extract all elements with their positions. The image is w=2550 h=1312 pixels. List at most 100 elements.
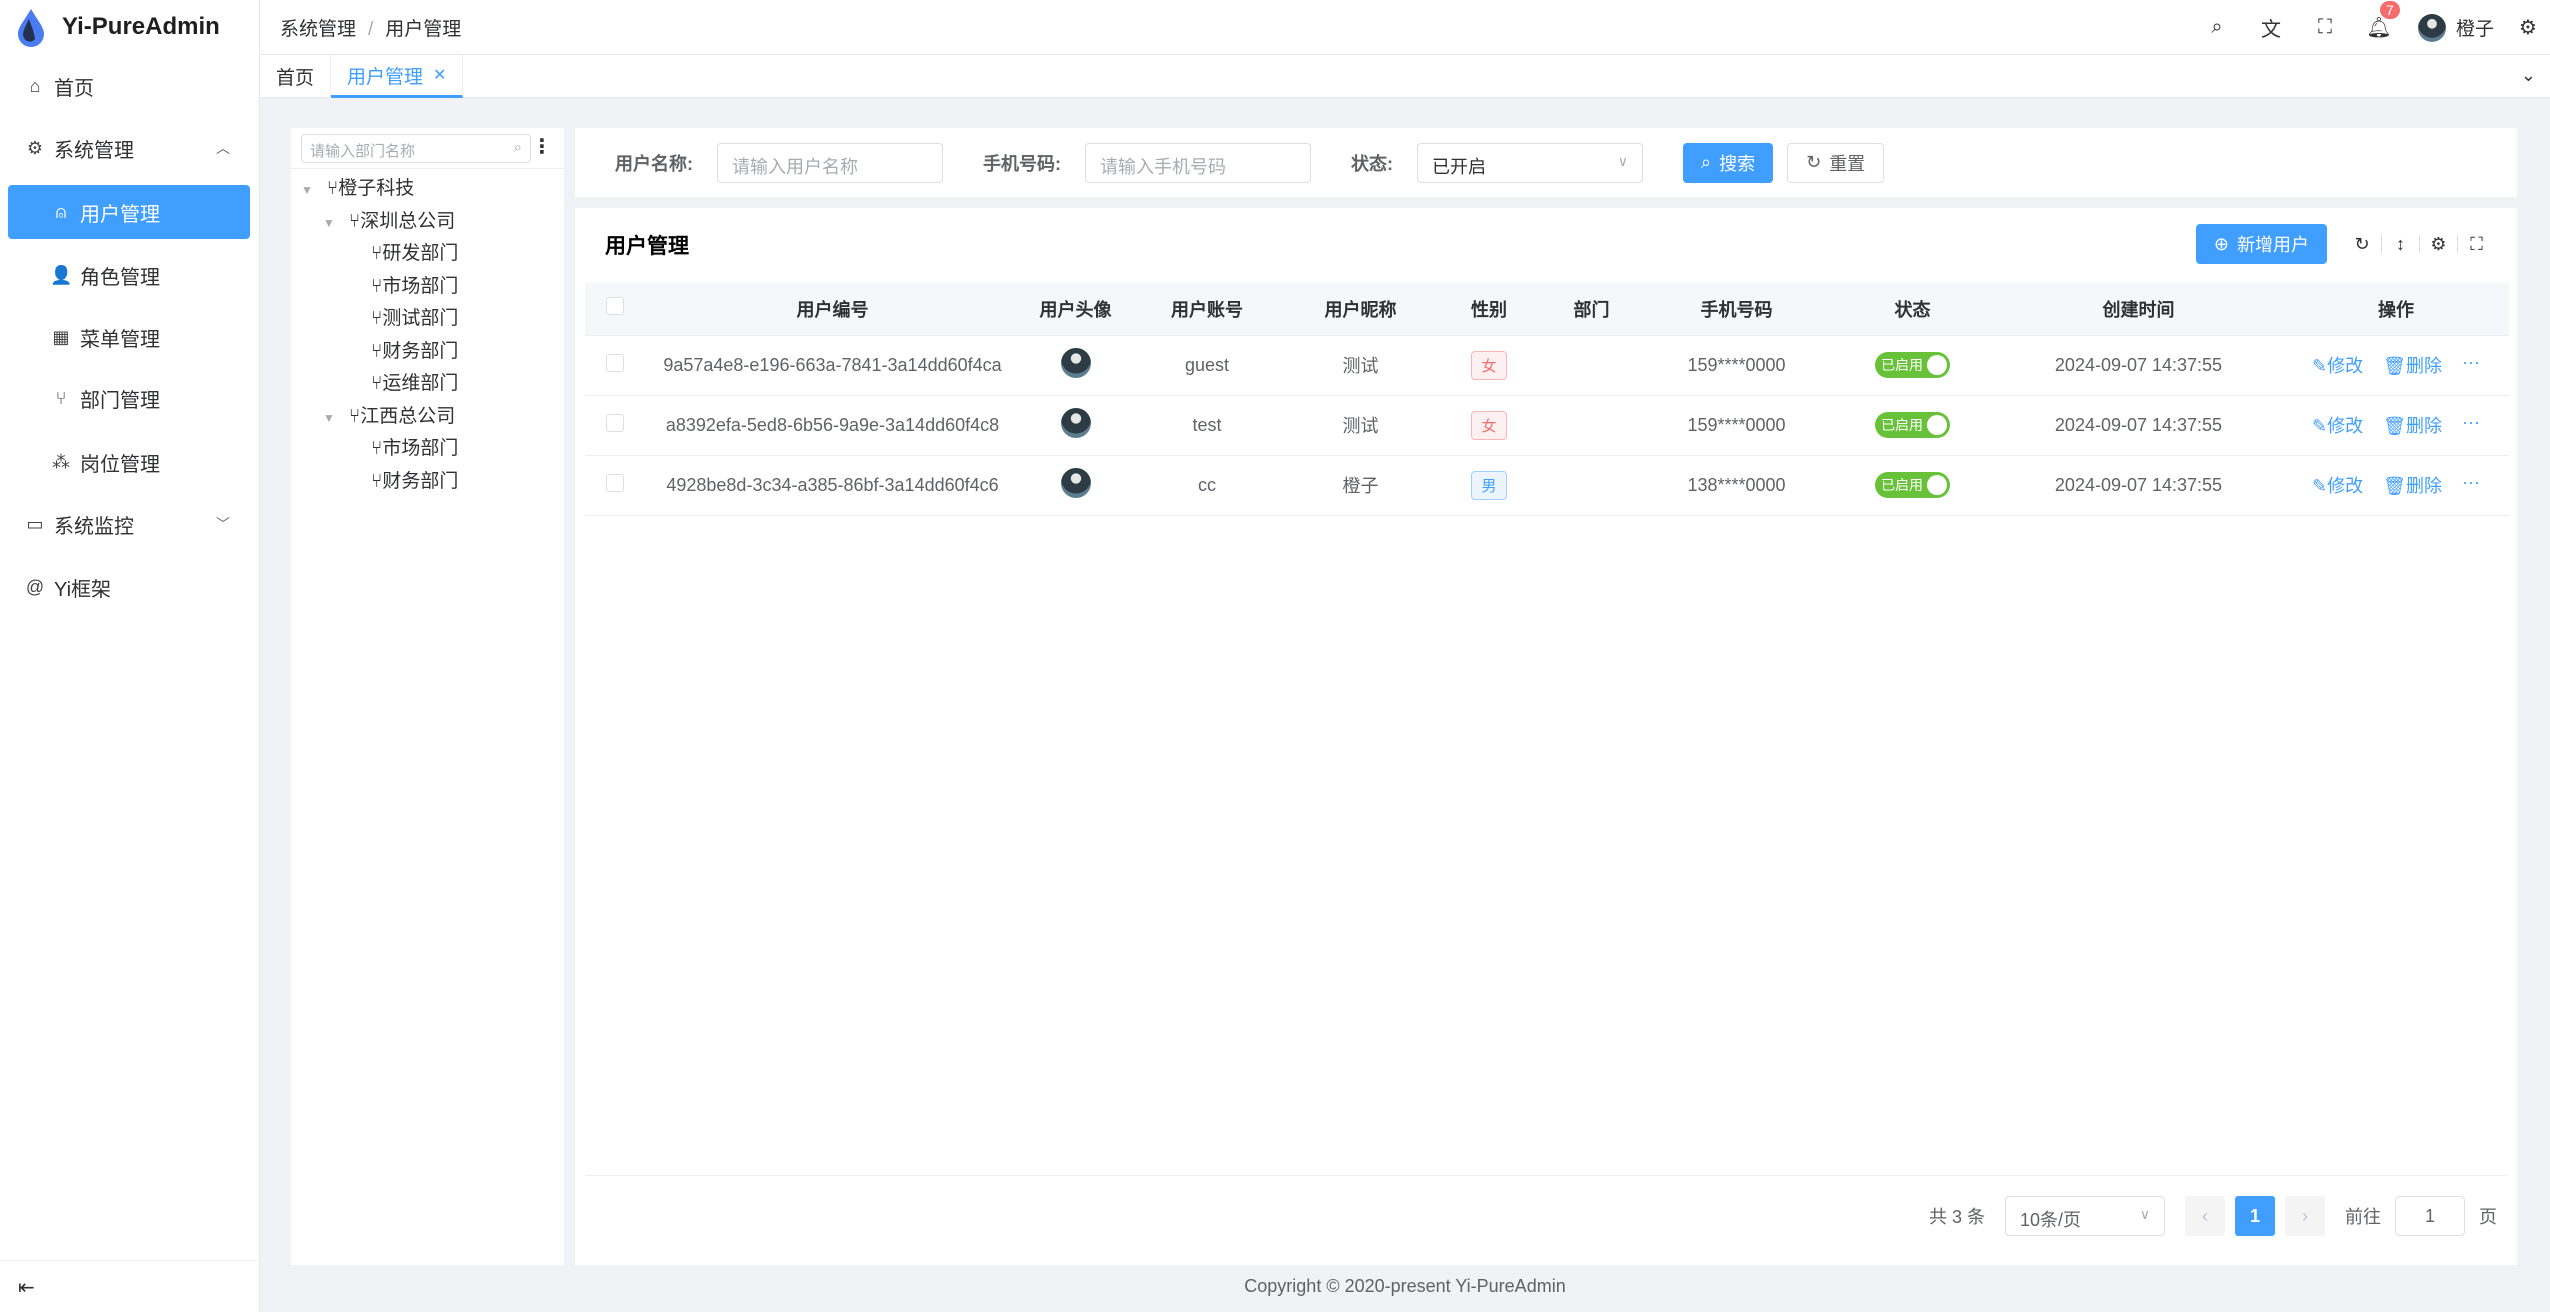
tree-node[interactable]: ⑂研发部门 bbox=[371, 243, 459, 264]
select-all-checkbox[interactable] bbox=[585, 283, 644, 336]
goto-page-input[interactable]: 1 bbox=[2395, 1196, 2465, 1236]
tree-node[interactable]: ⑂财务部门 bbox=[371, 341, 459, 362]
collapse-sidebar-button[interactable]: ⇤ bbox=[0, 1260, 260, 1312]
tree-node[interactable]: ▼ ⑂江西总公司 bbox=[323, 406, 456, 427]
row-checkbox[interactable] bbox=[585, 335, 644, 396]
column-header: 用户账号 bbox=[1130, 283, 1284, 336]
add-user-button[interactable]: ⊕ 新增用户 bbox=[2195, 224, 2327, 264]
reset-button[interactable]: ↻ 重置 bbox=[1787, 142, 1885, 183]
more-icon[interactable]: ··· bbox=[2461, 472, 2480, 492]
column-settings-icon[interactable]: ⚙ bbox=[2419, 235, 2457, 253]
bell-icon[interactable]: 🔔︎ 7 bbox=[2352, 1, 2406, 40]
sidebar-item-roles[interactable]: 👤 角色管理 bbox=[8, 248, 250, 302]
more-vertical-icon[interactable]: ⋮ bbox=[532, 136, 552, 158]
user-nickname: 测试 bbox=[1284, 335, 1437, 396]
refresh-icon[interactable]: ↻ bbox=[2354, 234, 2370, 254]
phone-label: 手机号码: bbox=[983, 153, 1061, 174]
caret-down-icon[interactable]: ▼ bbox=[323, 216, 335, 230]
tree-node[interactable]: ▼ ⑂橙子科技 bbox=[301, 178, 415, 199]
breadcrumb-item[interactable]: 系统管理 bbox=[280, 18, 357, 40]
status-toggle[interactable]: 已启用 bbox=[1875, 412, 1950, 438]
tree-node[interactable]: ⑂财务部门 bbox=[371, 471, 459, 492]
actions-cell: ✎修改 🗑︎删除 ··· bbox=[2283, 455, 2509, 516]
tree-node[interactable]: ⑂测试部门 bbox=[371, 308, 459, 329]
user-account: test bbox=[1130, 395, 1284, 456]
status-toggle[interactable]: 已启用 bbox=[1875, 472, 1950, 498]
delete-button[interactable]: 🗑︎删除 bbox=[2383, 476, 2442, 496]
placeholder: 请输入部门名称 bbox=[310, 143, 416, 160]
branch-icon: ⑂ bbox=[55, 387, 67, 408]
row-checkbox[interactable] bbox=[585, 395, 644, 456]
sidebar-item-system[interactable]: ⚙ 系统管理 ︿ bbox=[8, 121, 250, 175]
search-icon: ⌕ bbox=[1701, 152, 1712, 172]
refresh-icon: ↻ bbox=[1806, 152, 1822, 172]
column-header: 状态 bbox=[1831, 283, 1994, 336]
caret-down-icon[interactable]: ▼ bbox=[301, 183, 313, 197]
search-button[interactable]: ⌕ 搜索 bbox=[1683, 142, 1774, 183]
chevron-down-icon: ∨ bbox=[2139, 1206, 2150, 1222]
settings-gear-icon[interactable]: ⚙ bbox=[2519, 17, 2537, 39]
prev-page-button[interactable]: ‹ bbox=[2185, 1196, 2225, 1236]
breadcrumb: 系统管理 / 用户管理 bbox=[280, 14, 461, 41]
notification-badge: 7 bbox=[2379, 1, 2400, 19]
tree-node[interactable]: ⑂市场部门 bbox=[371, 276, 459, 297]
org-icon: ⁂ bbox=[52, 451, 70, 472]
total-count: 共 3 条 bbox=[1928, 1207, 1985, 1227]
status-cell: 已启用 bbox=[1831, 335, 1994, 396]
tree-node[interactable]: ⑂市场部门 bbox=[371, 438, 459, 459]
user-id: 4928be8d-3c34-a385-86bf-3a14dd60f4c6 bbox=[644, 455, 1021, 516]
close-icon[interactable]: ✕ bbox=[433, 67, 447, 84]
user-table: 用户编号 用户头像 用户账号 用户昵称 性别 部门 手机号码 状态 创建时间 操… bbox=[585, 283, 2509, 516]
sidebar-item-posts[interactable]: ⁂ 岗位管理 bbox=[8, 435, 250, 489]
node-label: 测试部门 bbox=[382, 308, 459, 329]
tree-node[interactable]: ▼ ⑂深圳总公司 bbox=[323, 211, 456, 232]
placeholder: 请输入手机号码 bbox=[1100, 156, 1226, 177]
page-1-button[interactable]: 1 bbox=[2235, 1196, 2275, 1236]
fullscreen-icon[interactable]: ⛶ bbox=[2317, 16, 2332, 38]
sidebar-item-yi[interactable]: @ Yi框架 bbox=[8, 560, 250, 614]
more-icon[interactable]: ··· bbox=[2461, 352, 2480, 372]
status-select[interactable]: 已开启 ∨ bbox=[1417, 142, 1643, 183]
delete-button[interactable]: 🗑︎删除 bbox=[2383, 416, 2442, 436]
sidebar-item-depts[interactable]: ⑂ 部门管理 bbox=[8, 371, 250, 425]
chevron-down-icon[interactable]: ⌄ bbox=[2520, 65, 2536, 85]
avatar bbox=[2417, 13, 2446, 42]
edit-button[interactable]: ✎修改 bbox=[2312, 356, 2364, 376]
node-label: 研发部门 bbox=[382, 243, 459, 264]
more-icon[interactable]: ··· bbox=[2461, 412, 2480, 432]
username-input[interactable]: 请输入用户名称 bbox=[717, 142, 943, 183]
status-cell: 已启用 bbox=[1831, 455, 1994, 516]
tab-home[interactable]: 首页 bbox=[260, 55, 332, 98]
tree-node[interactable]: ⑂运维部门 bbox=[371, 373, 459, 394]
button-label: 搜索 bbox=[1719, 153, 1756, 174]
logo[interactable]: Yi-PureAdmin bbox=[0, 0, 259, 54]
gear-icon: ⚙ bbox=[26, 137, 44, 158]
sidebar-item-menus[interactable]: ▦ 菜单管理 bbox=[8, 310, 250, 364]
phone-input[interactable]: 请输入手机号码 bbox=[1085, 142, 1311, 183]
user-menu[interactable]: 橙子 bbox=[2406, 13, 2506, 42]
translate-icon[interactable]: 文 bbox=[2260, 19, 2281, 41]
status-toggle[interactable]: 已启用 bbox=[1875, 352, 1950, 378]
toggle-label: 已启用 bbox=[1881, 357, 1923, 373]
sidebar-item-monitor[interactable]: ▭ 系统监控 ﹀ bbox=[8, 497, 250, 551]
caret-down-icon[interactable]: ▼ bbox=[323, 411, 335, 425]
dept-search-input[interactable]: 请输入部门名称 ⌕ bbox=[301, 134, 531, 163]
next-page-button[interactable]: › bbox=[2285, 1196, 2325, 1236]
sidebar-item-home[interactable]: ⌂ 首页 bbox=[8, 59, 250, 113]
row-checkbox[interactable] bbox=[585, 455, 644, 516]
tab-users[interactable]: 用户管理 ✕ bbox=[331, 55, 464, 98]
delete-button[interactable]: 🗑︎删除 bbox=[2383, 356, 2442, 376]
avatar bbox=[1060, 467, 1091, 498]
page-size-select[interactable]: 10条/页 ∨ bbox=[2005, 1196, 2165, 1236]
fullscreen-icon[interactable]: ⛶ bbox=[2457, 235, 2495, 253]
sidebar-item-users[interactable]: ⍝ 用户管理 bbox=[8, 185, 250, 239]
node-label: 运维部门 bbox=[382, 373, 459, 394]
search-icon[interactable]: ⌕ bbox=[2211, 16, 2223, 38]
status-label: 状态: bbox=[1351, 153, 1393, 174]
edit-button[interactable]: ✎修改 bbox=[2312, 416, 2364, 436]
density-icon[interactable]: ↕ bbox=[2381, 235, 2419, 253]
edit-button[interactable]: ✎修改 bbox=[2312, 476, 2364, 496]
tab-label: 首页 bbox=[276, 68, 315, 89]
user-dept bbox=[1541, 395, 1642, 456]
column-header: 部门 bbox=[1541, 283, 1642, 336]
